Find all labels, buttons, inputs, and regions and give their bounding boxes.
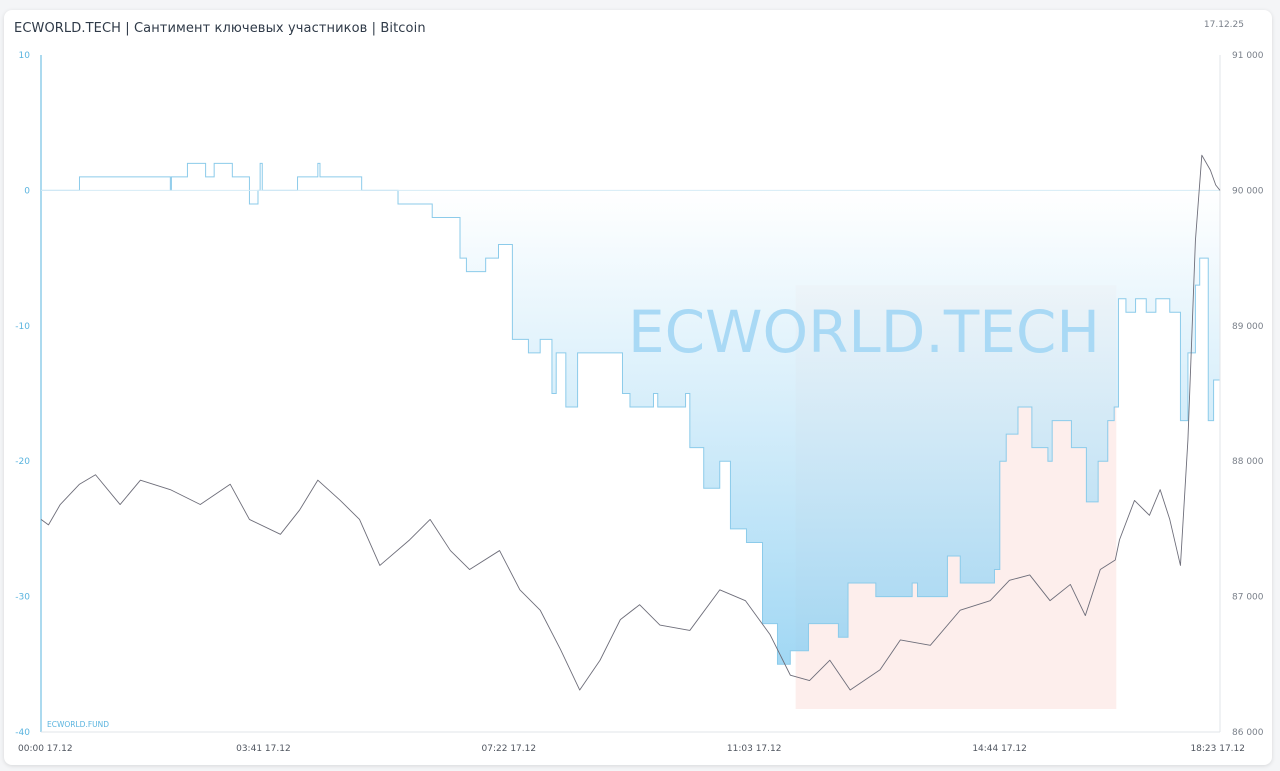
x-tick-label: 14:44 17.12 (972, 744, 1027, 754)
right-tick-label: 86 000 (1232, 728, 1264, 738)
x-tick-label: 18:23 17.12 (1190, 744, 1245, 754)
x-tick-label: 07:22 17.12 (482, 744, 537, 754)
right-tick-label: 91 000 (1232, 51, 1264, 61)
right-tick-label: 88 000 (1232, 457, 1264, 467)
right-tick-label: 90 000 (1232, 186, 1264, 196)
right-tick-label: 87 000 (1232, 593, 1264, 603)
x-tick-label: 11:03 17.12 (727, 744, 782, 754)
sentiment-line (41, 162, 1220, 665)
left-tick-label: 10 (19, 51, 31, 61)
left-tick-label: -20 (15, 457, 30, 467)
left-tick-label: -40 (15, 728, 30, 738)
sentiment-area (41, 163, 1220, 665)
x-tick-label: 00:00 17.12 (18, 744, 73, 754)
price-line (40, 154, 1221, 691)
left-tick-label: -10 (15, 322, 30, 332)
footer-brand: ECWORLD.FUND (47, 720, 109, 729)
chart-date: 17.12.25 (1203, 20, 1244, 30)
right-tick-label: 89 000 (1232, 322, 1264, 332)
left-tick-label: -30 (15, 593, 30, 603)
x-tick-label: 03:41 17.12 (236, 744, 291, 754)
watermark: ECWORLD.TECH (628, 298, 1100, 366)
left-tick-label: 0 (24, 186, 30, 196)
chart-title: ECWORLD.TECH | Сантимент ключевых участн… (14, 21, 426, 36)
